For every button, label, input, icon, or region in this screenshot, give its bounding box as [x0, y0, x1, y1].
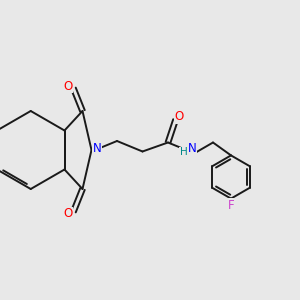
Text: O: O [64, 207, 73, 220]
Text: F: F [228, 199, 234, 212]
Text: O: O [64, 80, 73, 93]
Text: H: H [180, 147, 188, 158]
Text: N: N [92, 142, 101, 155]
Text: N: N [188, 142, 196, 155]
Text: O: O [175, 110, 184, 124]
